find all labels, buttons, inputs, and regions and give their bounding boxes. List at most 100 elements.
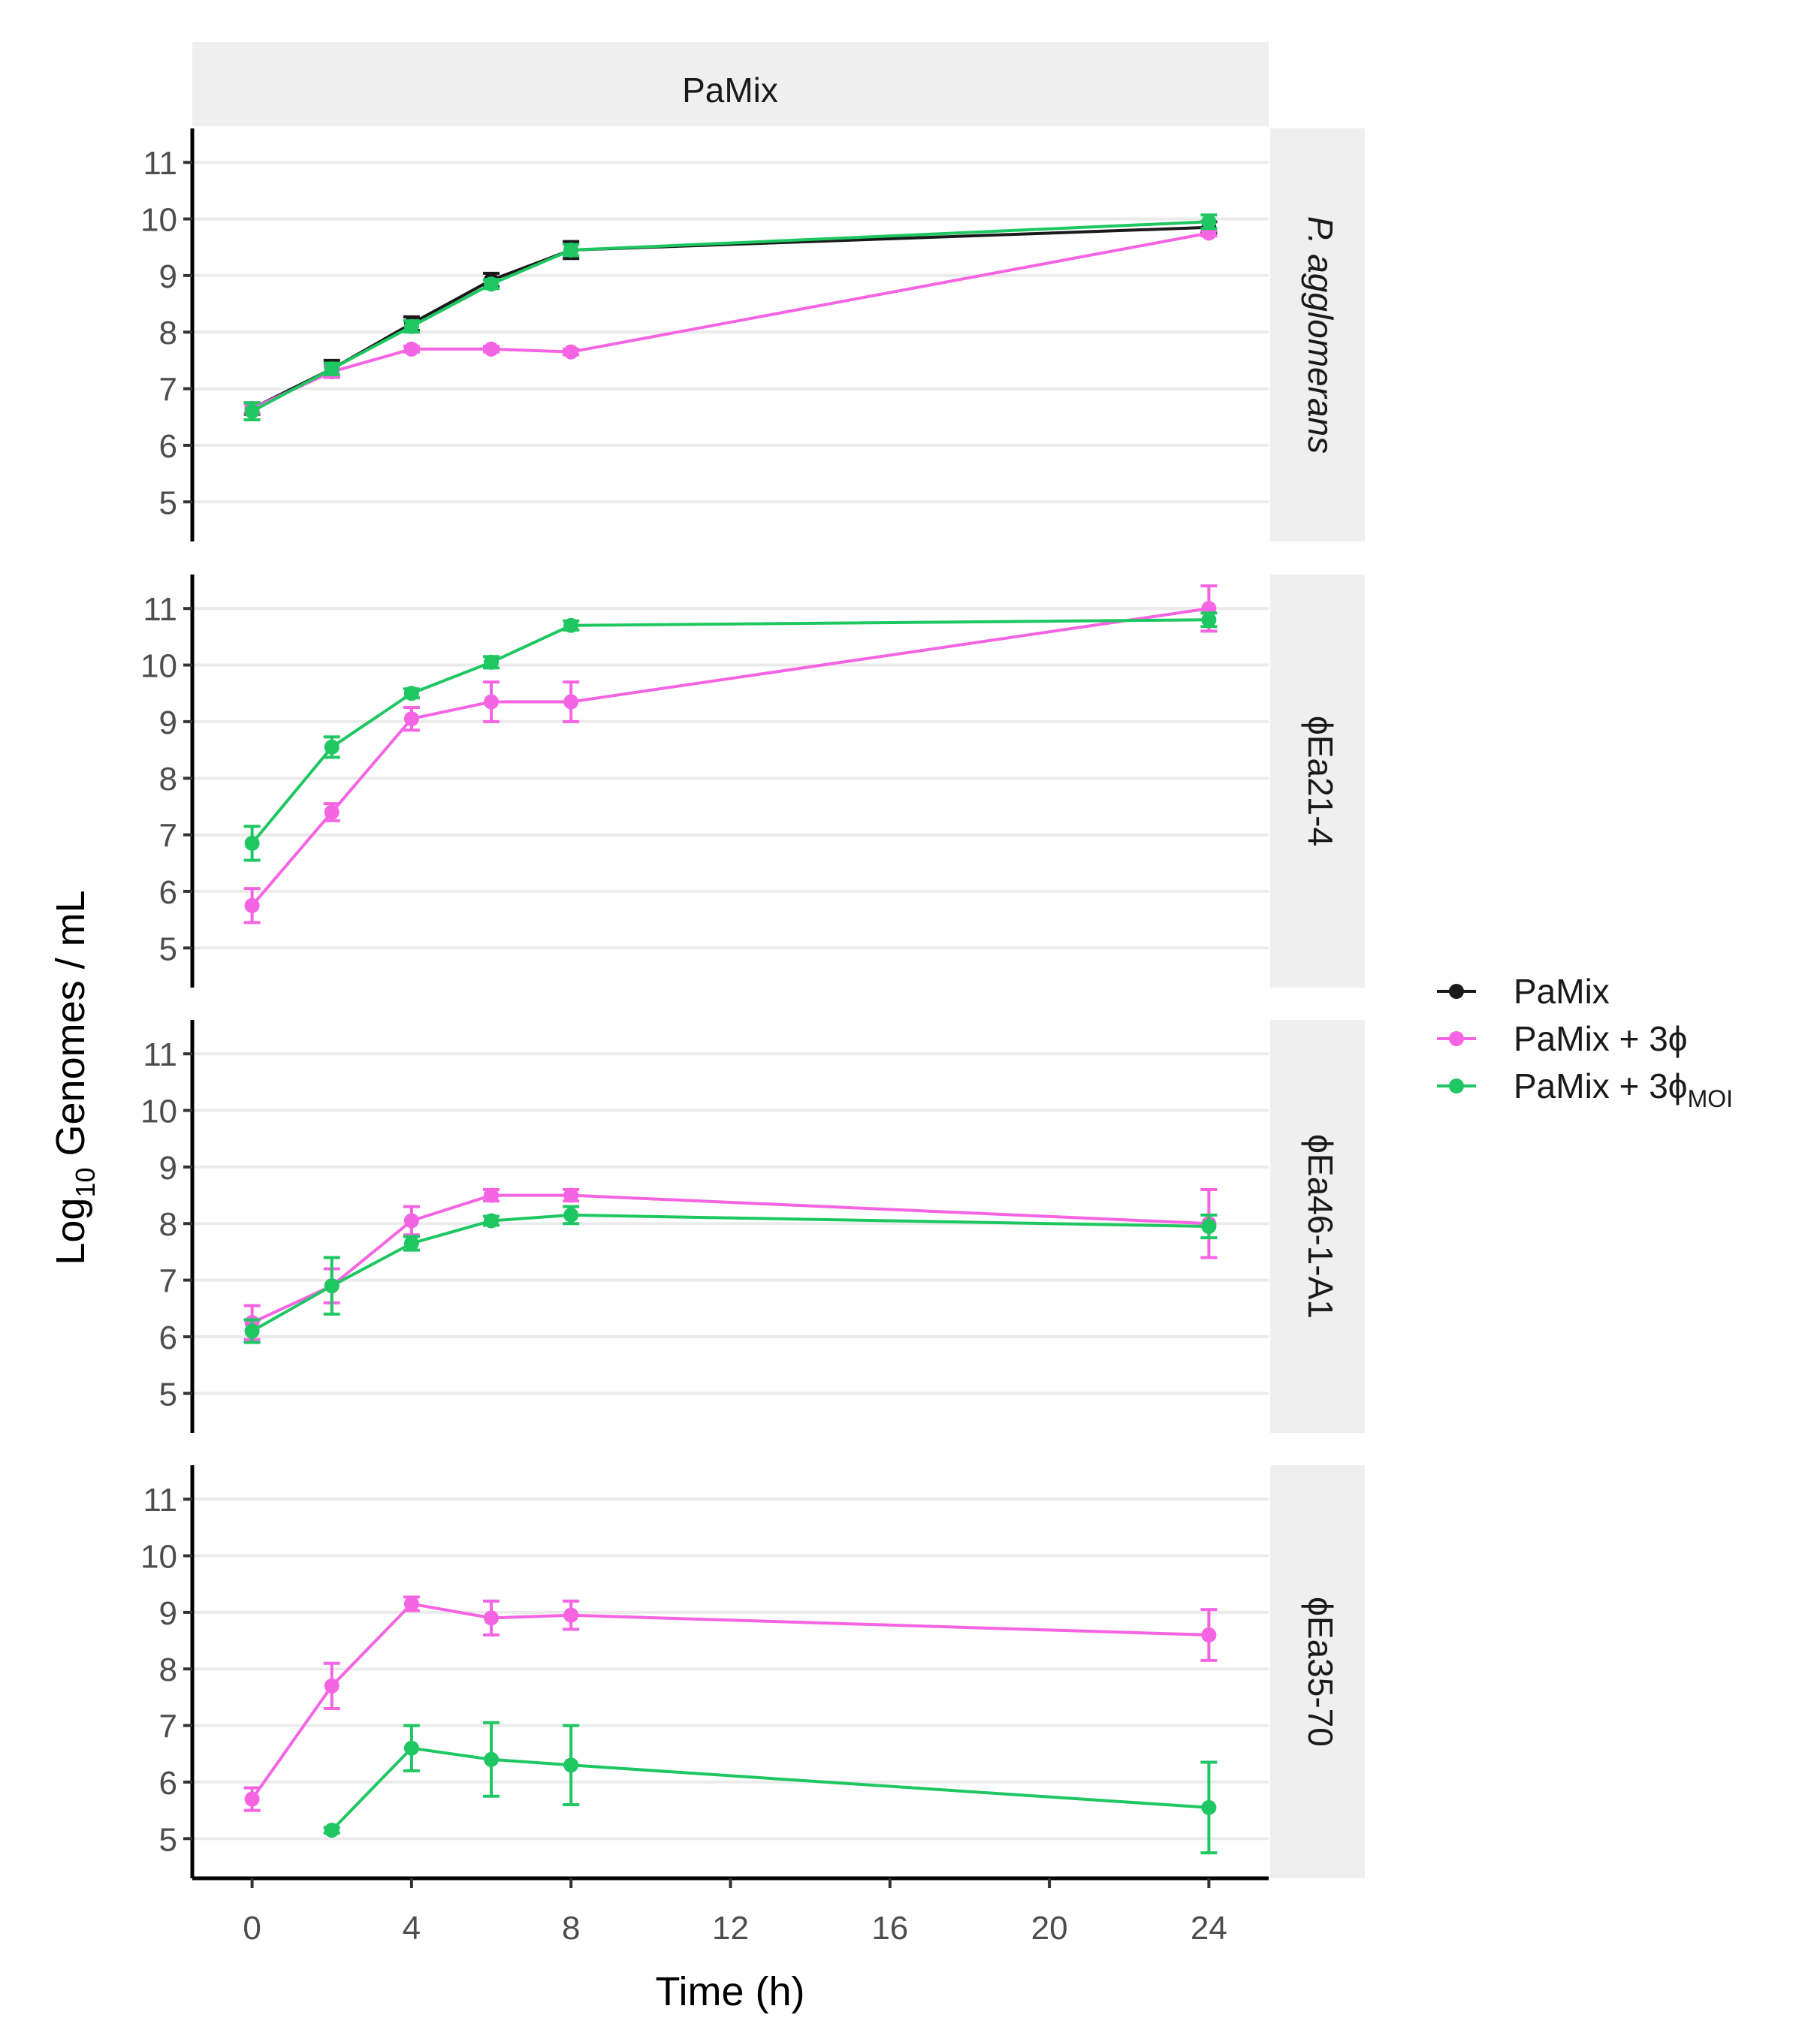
y-tick-label: 6	[159, 1765, 177, 1802]
series-pamix-3phimoi	[243, 1205, 1218, 1344]
data-point	[484, 1751, 500, 1767]
legend-label-subscript: MOI	[1688, 1085, 1733, 1112]
series-pamix-3phimoi	[243, 213, 1218, 422]
x-tick-label: 24	[1191, 1910, 1227, 1947]
series-pamix-3phi	[243, 1595, 1218, 1812]
series-line	[251, 231, 1209, 410]
legend-label: PaMix + 3ϕMOI	[1514, 1066, 1733, 1112]
data-point	[563, 344, 579, 360]
series-line	[251, 1213, 1209, 1333]
y-tick-label: 5	[159, 931, 177, 967]
data-point	[563, 617, 579, 633]
y-tick-label: 5	[159, 484, 177, 521]
panel-phiea46-1-a1: 5 6 7 8 9 10 11 ϕEa46-1-A1	[140, 1020, 1365, 1433]
panel-strip: ϕEa35-70	[1270, 1465, 1365, 1878]
data-point	[324, 1278, 340, 1294]
data-point	[324, 739, 340, 755]
y-tick-label: 7	[159, 372, 177, 409]
data-point	[484, 1610, 500, 1626]
strip-background	[1270, 1020, 1365, 1433]
x-tick-label: 8	[562, 1910, 580, 1947]
y-axis-title: Log10 Genomes / mL	[48, 890, 101, 1265]
legend-key-marker	[1449, 1078, 1464, 1093]
data-point	[244, 1791, 260, 1807]
panel-phiea35-70: 5 6 7 8 9 10 11 ϕEa35-70	[140, 1465, 1365, 1878]
y-tick-label: 8	[159, 1206, 177, 1243]
x-axis: 0 4 8 12 16 20 24 Time (h)	[192, 1876, 1269, 2014]
y-tick-label: 11	[143, 591, 177, 628]
series-pamix-3phi	[243, 584, 1218, 924]
data-point	[403, 318, 419, 334]
series-line	[251, 607, 1209, 907]
data-point	[324, 804, 340, 820]
data-point	[484, 276, 500, 292]
series-pamix-3phimoi	[323, 1721, 1218, 1855]
y-tick-label: 6	[159, 874, 177, 911]
data-point	[1201, 1799, 1217, 1815]
legend-label-text: PaMix + 3ϕ	[1514, 1066, 1688, 1105]
series-line	[251, 618, 1209, 845]
data-point	[403, 341, 419, 357]
y-tick-label: 11	[143, 145, 177, 182]
y-tick-label: 7	[159, 1263, 177, 1300]
x-tick-label: 0	[243, 1910, 261, 1947]
panel-strip: P. agglomerans	[1270, 128, 1365, 541]
y-tick-label: 10	[140, 648, 177, 685]
data-point	[403, 1596, 419, 1612]
y-tick-label: 10	[140, 1093, 177, 1130]
strip-label: ϕEa21-4	[1301, 716, 1340, 846]
panels: 5 6 7 8 9 10 11 P. agglomerans 5 6 7 8 9 10 11 ϕEa21-4 5…	[140, 128, 1365, 1878]
y-tick-label: 8	[159, 315, 177, 351]
data-point	[563, 242, 579, 258]
data-point	[1201, 612, 1217, 628]
series-line	[250, 1602, 1209, 1800]
series-pamix-3phimoi	[243, 611, 1218, 862]
panel-strip: ϕEa46-1-A1	[1270, 1020, 1365, 1433]
data-point	[1201, 214, 1217, 230]
y-tick-label: 7	[159, 1709, 177, 1745]
y-tick-label: 11	[143, 1036, 177, 1073]
y-tick-label: 11	[143, 1482, 177, 1519]
y-tick-label: 6	[159, 428, 177, 465]
y-tick-label: 9	[159, 258, 177, 295]
data-point	[244, 403, 260, 419]
strip-background	[1270, 575, 1365, 988]
data-point	[324, 1822, 340, 1838]
legend-item-1: PaMix	[1437, 972, 1610, 1011]
y-tick-label: 5	[159, 1821, 177, 1858]
data-point	[403, 1740, 419, 1756]
strip-label: P. agglomerans	[1301, 216, 1340, 454]
y-axis-title-subscript: 10	[70, 1167, 101, 1197]
panel-strip: ϕEa21-4	[1270, 575, 1365, 988]
data-point	[403, 1213, 419, 1229]
panel-p-agglomerans: 5 6 7 8 9 10 11 P. agglomerans	[140, 128, 1365, 541]
y-tick-label: 9	[159, 1150, 177, 1187]
data-point	[563, 1187, 579, 1203]
y-tick-label: 10	[140, 1539, 177, 1576]
x-axis-title: Time (h)	[656, 1969, 805, 2014]
y-axis-title-suffix: Genomes / mL	[48, 890, 93, 1167]
y-tick-label: 7	[159, 818, 177, 855]
y-tick-label: 5	[159, 1376, 177, 1413]
legend-label: PaMix	[1514, 972, 1610, 1011]
strip-label: ϕEa46-1-A1	[1301, 1134, 1340, 1319]
legend-label-text: PaMix	[1514, 972, 1610, 1011]
data-point	[244, 835, 260, 851]
y-tick-label: 8	[159, 1651, 177, 1688]
legend-key-marker	[1449, 1031, 1464, 1046]
legend-item-2: PaMix + 3ϕ	[1437, 1019, 1688, 1058]
data-point	[563, 1757, 579, 1773]
data-point	[484, 694, 500, 710]
y-tick-label: 9	[159, 704, 177, 741]
legend-key-marker	[1449, 984, 1464, 999]
data-point	[403, 711, 419, 727]
strip-background	[1270, 1465, 1365, 1878]
data-point	[484, 341, 500, 357]
strip-label: ϕEa35-70	[1301, 1597, 1340, 1747]
x-tick-label: 20	[1031, 1910, 1068, 1947]
y-axis-title-prefix: Log	[48, 1198, 93, 1265]
panel-phiea21-4: 5 6 7 8 9 10 11 ϕEa21-4	[140, 575, 1365, 988]
data-point	[484, 1213, 500, 1229]
